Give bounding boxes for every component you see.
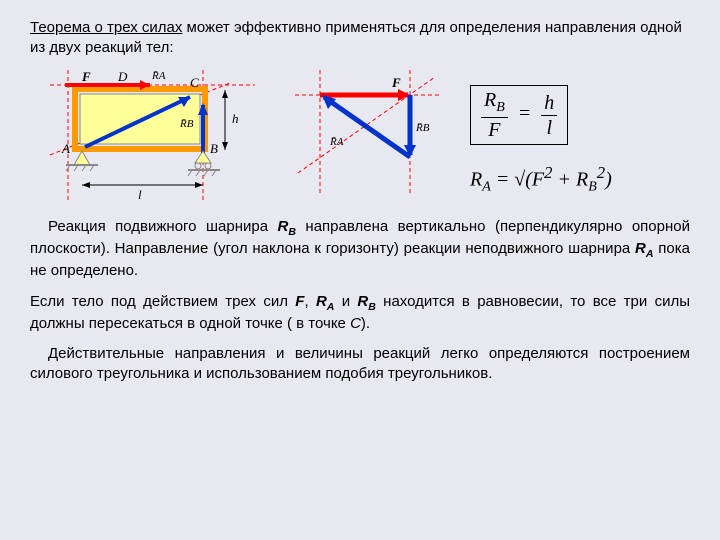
formula-ra: RA = √(F2 + RB2) bbox=[470, 163, 690, 196]
svg-text:R̄A: R̄A bbox=[151, 70, 166, 82]
svg-text:B: B bbox=[210, 141, 218, 156]
formula-ratio: RBF = hl bbox=[470, 85, 568, 145]
diagram-beam: F D C R̄A R̄B A B h l bbox=[30, 65, 260, 205]
paragraph-3: Действительные направления и величины ре… bbox=[30, 344, 690, 385]
svg-text:A: A bbox=[61, 141, 70, 156]
title: Теорема о трех силах может эффективно пр… bbox=[30, 18, 690, 57]
svg-text:h: h bbox=[232, 111, 239, 126]
svg-text:C: C bbox=[190, 75, 199, 90]
diagram-triangle: F R̄A R̄B bbox=[280, 65, 450, 205]
svg-text:R̄A: R̄A bbox=[329, 136, 344, 148]
formulas: RBF = hl RA = √(F2 + RB2) bbox=[470, 65, 690, 196]
svg-text:R̄B: R̄B bbox=[415, 122, 430, 134]
svg-text:F: F bbox=[81, 69, 91, 84]
paragraph-1: Реакция подвижного шарнира RB направлена… bbox=[30, 217, 690, 282]
svg-text:F: F bbox=[391, 75, 401, 90]
title-underlined: Теорема о трех силах bbox=[30, 19, 182, 36]
svg-text:l: l bbox=[138, 187, 142, 202]
paragraph-2: Если тело под действием трех сил F, RA и… bbox=[30, 292, 690, 334]
svg-text:D: D bbox=[117, 69, 128, 84]
svg-text:R̄B: R̄B bbox=[179, 118, 194, 130]
